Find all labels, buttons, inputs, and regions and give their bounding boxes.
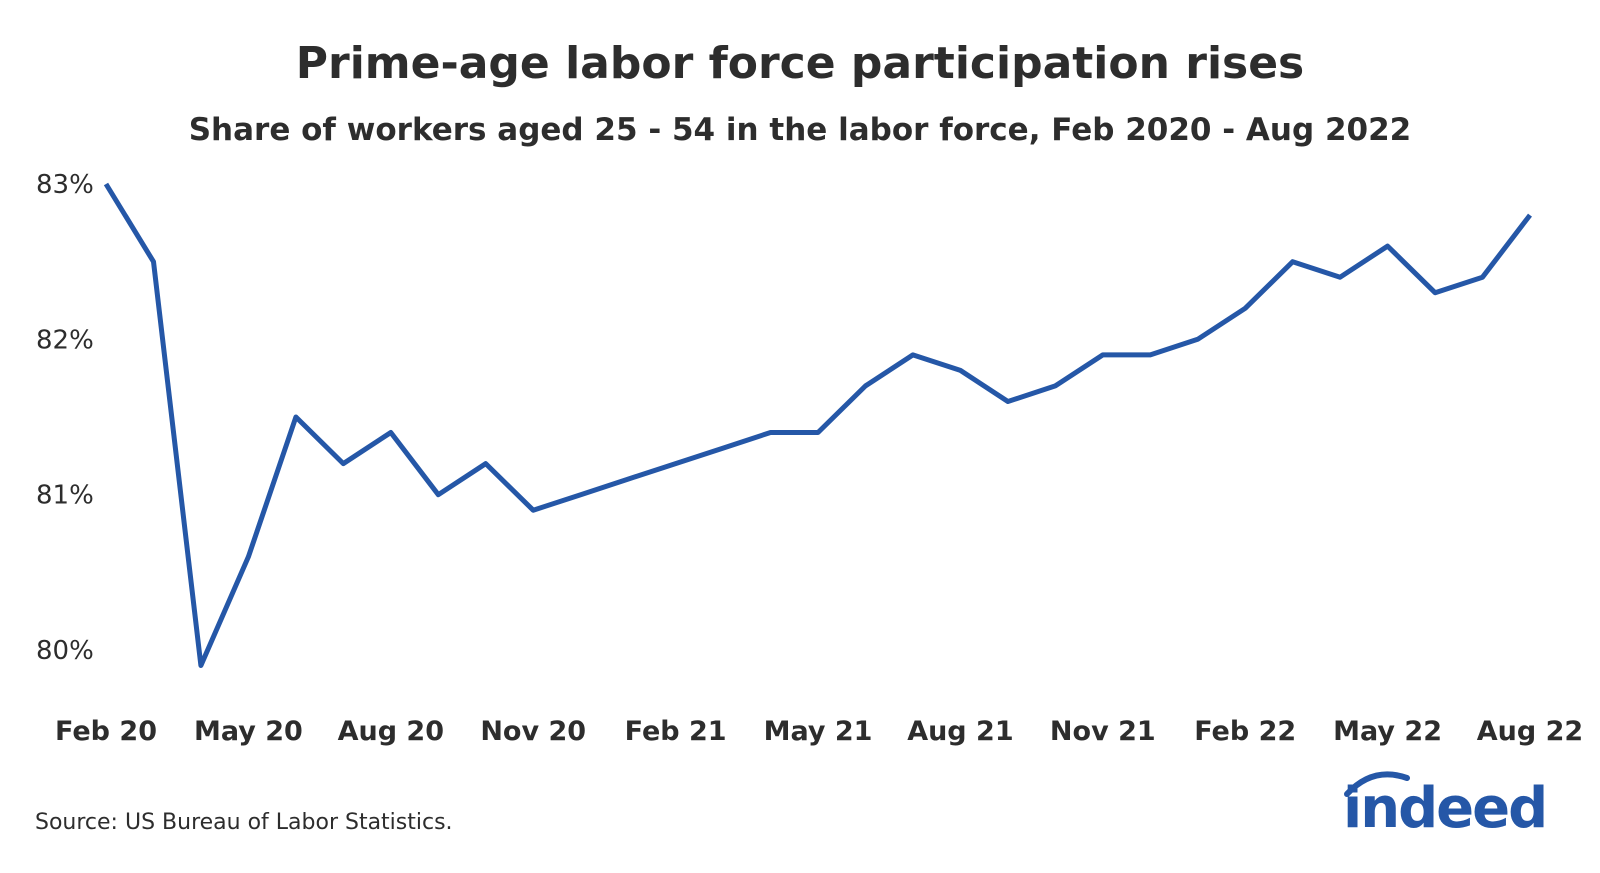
y-tick-label: 83%: [36, 170, 94, 200]
x-tick-label: May 22: [1333, 716, 1442, 747]
x-tick-label: Feb 21: [625, 716, 727, 747]
chart-subtitle: Share of workers aged 25 - 54 in the lab…: [188, 112, 1412, 148]
series-line: [103, 182, 1532, 668]
indeed-logo: indeed: [1335, 768, 1550, 848]
source-note: Source: US Bureau of Labor Statistics.: [35, 810, 453, 835]
x-tick-label: May 21: [764, 716, 873, 747]
x-tick-label: Aug 20: [338, 716, 444, 747]
x-tick-label: Aug 21: [907, 716, 1013, 747]
x-tick-label: Feb 20: [55, 716, 157, 747]
x-tick-label: Aug 22: [1477, 716, 1583, 747]
y-axis-ticks: 80% 81% 82% 83%: [36, 170, 94, 666]
x-tick-label: Feb 22: [1194, 716, 1296, 747]
x-tick-label: Nov 21: [1050, 716, 1156, 747]
logo-wordmark: indeed: [1343, 776, 1548, 841]
y-tick-label: 82%: [36, 325, 94, 355]
y-tick-label: 81%: [36, 481, 94, 511]
chart-title: Prime-age labor force participation rise…: [295, 38, 1305, 89]
x-tick-label: May 20: [194, 716, 303, 747]
y-tick-label: 80%: [36, 636, 94, 666]
series-layer: [103, 182, 1532, 668]
x-axis-ticks: Feb 20 May 20 Aug 20 Nov 20 Feb 21 May 21 Aug …: [55, 716, 1583, 747]
logo-arc-icon: [1344, 771, 1410, 797]
x-tick-label: Nov 20: [480, 716, 586, 747]
